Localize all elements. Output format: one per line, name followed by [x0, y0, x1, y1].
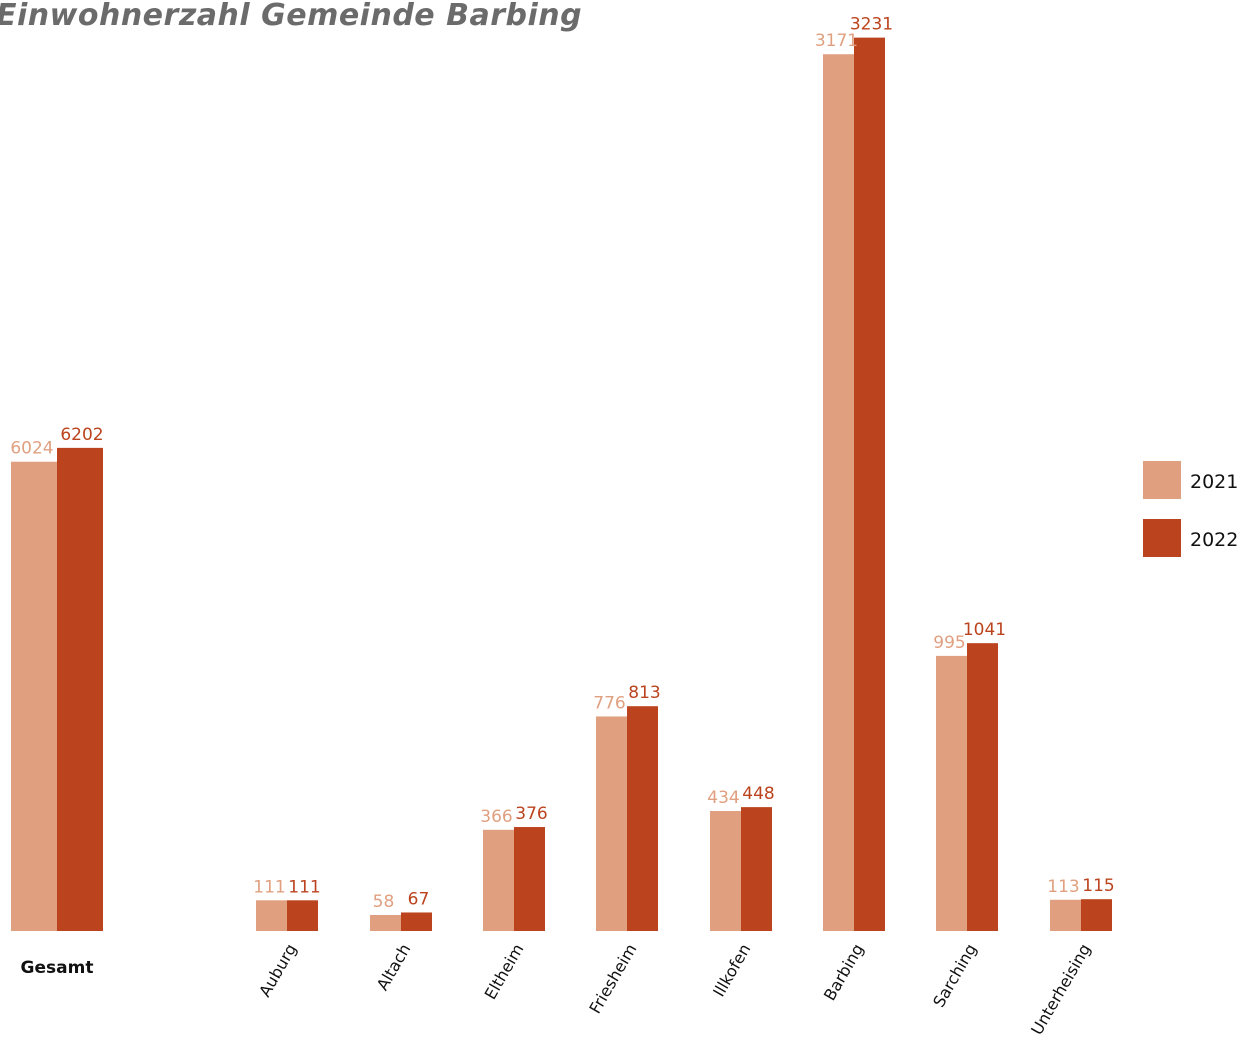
bar-gesamt-2022 [57, 447, 103, 931]
value-label-barbing-2022: 3231 [850, 15, 893, 35]
bar-unterheising-2021 [1050, 899, 1081, 931]
bar-sarching-2021 [936, 655, 967, 931]
legend: 2021 2022 [1143, 461, 1238, 557]
value-label-friesheim-2022: 813 [628, 683, 660, 703]
value-label-barbing-2021: 3171 [815, 31, 858, 51]
value-label-sarching-2021: 995 [933, 633, 965, 653]
value-label-auburg-2022: 111 [288, 877, 320, 897]
bar-eltheim-2022 [514, 827, 545, 931]
bar-auburg-2021 [256, 900, 287, 931]
category-label-unterheising: Unterheising [1027, 941, 1094, 1039]
category-label-illkofen: Illkofen [709, 941, 754, 1000]
legend-label-2021: 2021 [1190, 471, 1238, 493]
bar-auburg-2022 [287, 900, 318, 931]
value-label-altach-2022: 67 [408, 889, 430, 909]
value-label-unterheising-2021: 113 [1047, 877, 1079, 897]
category-label-barbing: Barbing [820, 941, 868, 1004]
category-label-altach: Altach [373, 941, 415, 994]
category-label-sarching: Sarching [929, 941, 980, 1011]
category-label-auburg: Auburg [255, 941, 300, 1001]
category-label-gesamt: Gesamt [21, 958, 94, 978]
value-label-auburg-2021: 111 [253, 877, 285, 897]
chart-title: Einwohnerzahl Gemeinde Barbing [0, 0, 583, 33]
legend-swatch-2021 [1143, 461, 1181, 499]
value-label-sarching-2022: 1041 [963, 620, 1006, 640]
bar-friesheim-2021 [596, 716, 627, 931]
value-label-eltheim-2022: 376 [515, 804, 547, 824]
bar-barbing-2022 [854, 37, 885, 932]
category-labels-layer: Gesamt Auburg Altach Eltheim Friesheim Illkof… [21, 941, 1095, 1039]
value-label-eltheim-2021: 366 [480, 807, 512, 827]
legend-label-2022: 2022 [1190, 529, 1238, 551]
bars-layer [11, 37, 1112, 932]
bar-sarching-2022 [967, 643, 998, 931]
value-label-altach-2021: 58 [373, 892, 395, 912]
value-label-gesamt-2022: 6202 [60, 425, 103, 445]
bar-gesamt-2021 [11, 461, 57, 931]
bar-illkofen-2022 [741, 807, 772, 931]
bar-barbing-2021 [823, 54, 854, 931]
category-label-eltheim: Eltheim [481, 941, 528, 1003]
category-label-friesheim: Friesheim [585, 941, 640, 1017]
bar-eltheim-2021 [483, 829, 514, 931]
legend-swatch-2022 [1143, 519, 1181, 557]
value-label-illkofen-2022: 448 [742, 784, 774, 804]
bar-illkofen-2021 [710, 810, 741, 931]
value-label-friesheim-2021: 776 [593, 693, 625, 713]
bar-friesheim-2022 [627, 706, 658, 931]
value-label-unterheising-2022: 115 [1082, 876, 1114, 896]
bar-altach-2022 [401, 912, 432, 931]
bar-altach-2021 [370, 914, 401, 931]
bar-unterheising-2022 [1081, 899, 1112, 931]
value-label-illkofen-2021: 434 [707, 788, 739, 808]
value-label-gesamt-2021: 6024 [10, 439, 53, 459]
